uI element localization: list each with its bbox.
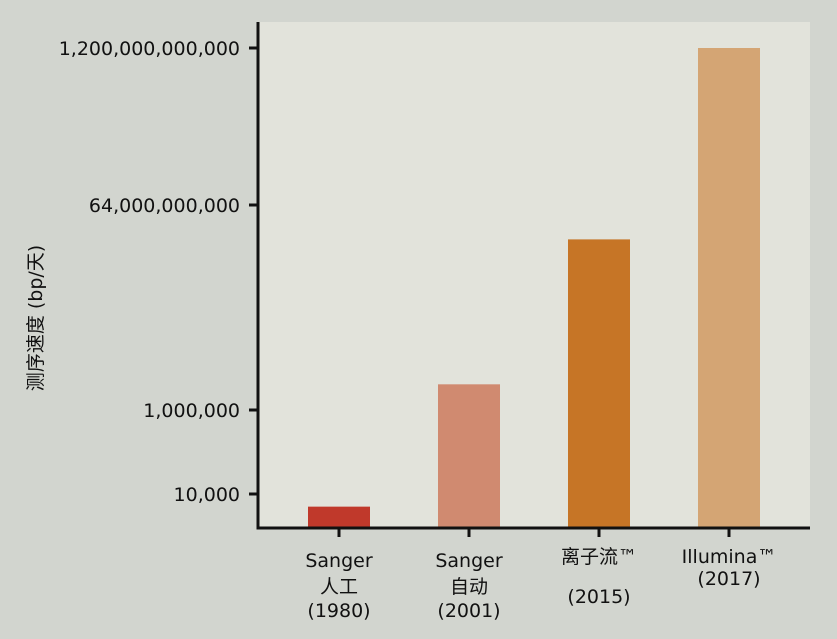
- y-tick-label: 1,200,000,000,000: [59, 38, 240, 60]
- x-tick-label: 离子流™: [561, 546, 637, 568]
- y-tick-label: 1,000,000: [143, 400, 240, 422]
- bar: [438, 384, 500, 527]
- x-tick-label: (2001): [437, 600, 500, 622]
- y-axis-label: 测序速度 (bp/天): [25, 245, 47, 391]
- x-tick-label: 自动: [450, 576, 488, 598]
- x-tick-label: (1980): [307, 600, 370, 622]
- y-tick-label: 64,000,000,000: [89, 195, 240, 217]
- x-tick-label: Sanger: [435, 550, 502, 572]
- x-tick-label: (2017): [697, 568, 760, 590]
- bar: [308, 506, 370, 527]
- x-tick-label: Illumina™: [682, 546, 777, 568]
- y-tick-label: 10,000: [174, 484, 240, 506]
- bar: [568, 239, 630, 527]
- x-tick-label: Sanger: [305, 550, 372, 572]
- bar: [698, 48, 760, 527]
- x-tick-label: 人工: [320, 576, 358, 598]
- x-tick-label: (2015): [567, 586, 630, 608]
